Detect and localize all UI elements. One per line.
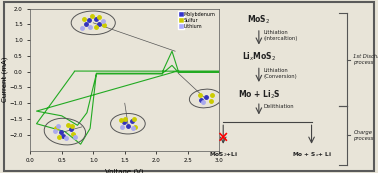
Text: Lithiation
(Intercaltion): Lithiation (Intercaltion) (263, 30, 298, 41)
Text: Li$_x$MoS$_2$: Li$_x$MoS$_2$ (242, 51, 276, 63)
Text: Delithiation: Delithiation (263, 104, 294, 109)
Y-axis label: Current (mA): Current (mA) (2, 57, 8, 102)
Text: MoS$_2$: MoS$_2$ (247, 13, 271, 26)
Text: MoS$_2$+Li: MoS$_2$+Li (209, 150, 238, 159)
Text: 1st Discharge
process: 1st Discharge process (353, 54, 378, 65)
Text: Lithiation
(Conversion): Lithiation (Conversion) (263, 68, 297, 79)
Text: Charge
process: Charge process (353, 130, 374, 141)
X-axis label: Voltage (V): Voltage (V) (105, 169, 144, 173)
Text: Mo + Li$_2$S: Mo + Li$_2$S (237, 88, 280, 101)
Legend: Molybdenum, Sulfur, Lithium: Molybdenum, Sulfur, Lithium (178, 11, 217, 30)
Text: Mo + S$_x$+ Li: Mo + S$_x$+ Li (291, 150, 332, 159)
